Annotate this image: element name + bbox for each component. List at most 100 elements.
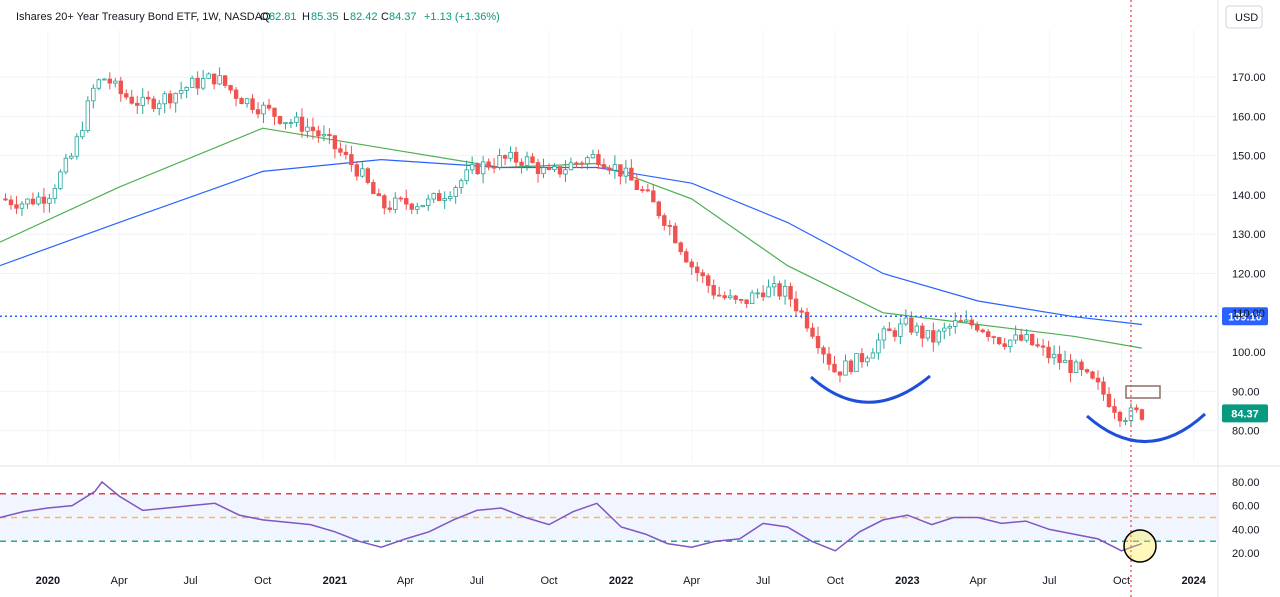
- candle-body: [585, 157, 590, 165]
- candle-body: [601, 164, 607, 169]
- candle-body: [52, 188, 58, 199]
- ohlc-o-label: O: [260, 11, 269, 23]
- candle-body: [931, 330, 936, 343]
- candle-body: [327, 134, 332, 137]
- price-tick-label: 140.00: [1232, 190, 1266, 202]
- candle-body: [338, 148, 343, 153]
- candle-body: [146, 96, 151, 100]
- current-price-label: 84.37: [1231, 408, 1259, 420]
- candle-body: [244, 98, 250, 105]
- candle-body: [8, 199, 14, 206]
- candle-body: [69, 155, 74, 159]
- candle-body: [316, 130, 321, 137]
- candle-body: [41, 196, 47, 204]
- time-tick-label: 2020: [36, 575, 60, 587]
- moving-average-line: [0, 127, 1143, 349]
- candle-body: [387, 207, 392, 210]
- price-tick-label: 110.00: [1232, 308, 1265, 320]
- candle-body: [546, 167, 552, 170]
- candle-body: [881, 328, 887, 341]
- candle-body: [980, 329, 985, 333]
- time-tick-label: 2023: [895, 575, 919, 587]
- candle-body: [760, 292, 766, 298]
- candle-body: [1134, 407, 1139, 411]
- candle-body: [782, 285, 788, 297]
- candle-body: [266, 104, 272, 109]
- cup-arc-2022: [810, 374, 931, 404]
- candle-body: [656, 201, 662, 217]
- candle-body: [810, 327, 815, 337]
- candle-body: [486, 161, 491, 168]
- ohlc-change: +1.13 (+1.36%): [424, 11, 500, 23]
- candle-body: [942, 327, 947, 332]
- candle-body: [1035, 344, 1040, 347]
- candle-body: [167, 93, 173, 104]
- candle-body: [376, 193, 382, 197]
- candle-body: [398, 197, 403, 200]
- candle-body: [404, 197, 409, 205]
- candle-body: [848, 360, 854, 373]
- candle-body: [727, 295, 733, 299]
- candle-body: [700, 272, 705, 277]
- candle-body: [233, 89, 239, 99]
- candle-body: [920, 325, 925, 339]
- candle-body: [497, 155, 502, 168]
- candle-body: [788, 285, 793, 300]
- candle-body: [464, 169, 469, 182]
- candle-body: [1002, 343, 1007, 348]
- candle-body: [684, 251, 689, 263]
- candle-body: [1057, 353, 1062, 363]
- rsi-tick-label: 20.00: [1232, 548, 1260, 560]
- candle-body: [1084, 369, 1090, 373]
- candle-body: [859, 353, 865, 363]
- candle-body: [453, 187, 458, 197]
- ohlc-c-value: 84.37: [389, 11, 417, 23]
- candle-body: [755, 292, 760, 295]
- time-tick-label: Apr: [683, 575, 700, 587]
- time-tick-label: Oct: [827, 575, 844, 587]
- reference-price-label: 109.10: [1228, 311, 1262, 323]
- candle-body: [722, 295, 727, 299]
- candle-body: [491, 166, 497, 169]
- candle-body: [58, 171, 63, 189]
- candle-body: [513, 151, 519, 163]
- time-tick-label: Oct: [254, 575, 271, 587]
- rsi-tick-label: 60.00: [1232, 501, 1260, 513]
- candle-body: [673, 225, 678, 244]
- candle-body: [173, 92, 178, 104]
- candle-body: [596, 154, 601, 165]
- candle-body: [332, 135, 338, 150]
- candle-body: [563, 169, 568, 175]
- candle-body: [299, 116, 305, 132]
- time-tick-label: Apr: [397, 575, 414, 587]
- candle-body: [371, 182, 376, 195]
- reference-price-tag: [1222, 307, 1268, 326]
- candle-body: [887, 328, 892, 332]
- candle-body: [1013, 334, 1018, 341]
- candle-body: [393, 197, 398, 210]
- candle-body: [953, 320, 958, 327]
- candle-body: [607, 167, 612, 171]
- candle-body: [135, 102, 140, 106]
- candle-body: [925, 330, 931, 339]
- rsi-line: [0, 480, 1143, 552]
- candle-body: [552, 166, 557, 170]
- cup-arc-2023: [1086, 412, 1207, 443]
- candle-body: [129, 96, 134, 104]
- ohlc-c-label: C: [381, 11, 389, 23]
- candle-body: [870, 352, 876, 359]
- candle-body: [91, 87, 96, 102]
- candle-body: [140, 96, 145, 106]
- candle-body: [19, 203, 25, 209]
- candle-body: [85, 100, 91, 131]
- candle-body: [568, 162, 574, 171]
- candle-body: [1018, 334, 1024, 341]
- time-tick-label: Oct: [540, 575, 557, 587]
- candle-body: [771, 283, 777, 288]
- candle-body: [1123, 420, 1128, 422]
- price-tick-label: 120.00: [1232, 268, 1266, 280]
- moving-average-line: [0, 158, 1142, 326]
- candle-body: [738, 299, 744, 301]
